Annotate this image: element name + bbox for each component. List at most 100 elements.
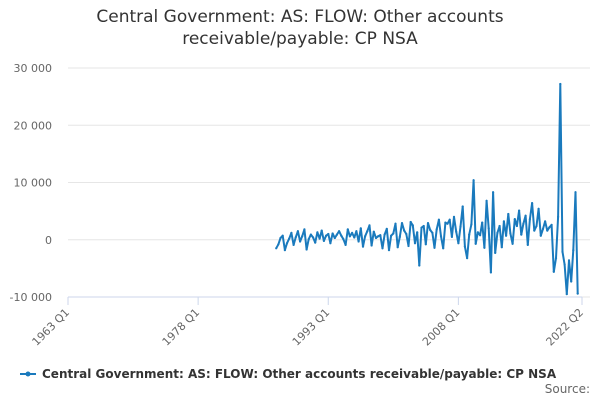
data-point xyxy=(329,242,332,245)
legend-marker xyxy=(25,371,31,377)
data-point xyxy=(531,202,534,205)
data-point xyxy=(279,236,282,240)
data-point xyxy=(494,251,497,254)
data-point xyxy=(548,226,551,229)
x-tick-label: 2008 Q1 xyxy=(420,306,463,349)
data-point xyxy=(550,223,553,226)
y-tick-label: 30 000 xyxy=(14,62,53,75)
data-point xyxy=(485,199,488,202)
data-point xyxy=(535,224,538,228)
data-point xyxy=(431,231,434,234)
data-point xyxy=(398,235,401,238)
data-point xyxy=(299,240,302,243)
data-point xyxy=(446,222,449,225)
data-point xyxy=(476,231,479,234)
data-point xyxy=(492,191,495,194)
data-point xyxy=(368,224,371,227)
data-point xyxy=(461,205,464,208)
chart-title-line-1: Central Government: AS: FLOW: Other acco… xyxy=(96,7,504,27)
data-point xyxy=(466,257,469,260)
data-point xyxy=(288,237,291,240)
data-point xyxy=(500,246,503,249)
data-point xyxy=(351,231,354,234)
data-point xyxy=(416,231,419,234)
data-point xyxy=(518,209,521,212)
data-point xyxy=(309,233,312,236)
data-point xyxy=(572,249,575,252)
data-point xyxy=(377,235,380,238)
data-point xyxy=(305,248,308,251)
data-point xyxy=(505,234,508,237)
data-point xyxy=(498,224,501,228)
data-point xyxy=(335,233,338,236)
data-point xyxy=(318,237,321,240)
data-point xyxy=(294,236,297,239)
data-point xyxy=(448,218,451,221)
data-point xyxy=(539,234,542,237)
data-point xyxy=(314,241,317,244)
data-point xyxy=(361,245,365,248)
y-tick-label: 10 000 xyxy=(14,177,53,190)
data-point xyxy=(383,233,386,236)
data-point xyxy=(472,179,475,182)
source-label: Source: xyxy=(545,382,590,396)
data-point xyxy=(342,238,345,241)
data-point xyxy=(557,215,560,218)
data-point xyxy=(435,228,438,231)
data-point xyxy=(442,247,445,250)
data-point xyxy=(459,225,462,228)
x-tick-label: 1963 Q1 xyxy=(30,306,73,349)
data-point xyxy=(526,243,529,246)
data-point xyxy=(483,246,486,249)
data-point xyxy=(303,228,306,231)
data-point xyxy=(296,230,299,233)
data-point xyxy=(429,228,432,232)
data-point xyxy=(524,214,527,217)
data-point xyxy=(439,235,443,238)
data-point xyxy=(468,233,471,236)
data-point xyxy=(552,270,555,273)
data-point xyxy=(333,236,336,240)
data-point xyxy=(487,227,490,230)
data-point xyxy=(353,236,356,239)
data-point xyxy=(528,218,532,221)
data-point xyxy=(359,227,362,230)
data-point xyxy=(433,246,436,249)
data-point xyxy=(559,82,562,86)
data-point xyxy=(507,212,510,216)
chart-title-line-2: receivable/payable: CP NSA xyxy=(182,29,418,49)
data-point xyxy=(281,234,284,237)
data-point xyxy=(312,236,315,239)
data-point xyxy=(394,222,397,225)
data-point xyxy=(489,271,492,274)
data-point xyxy=(370,244,373,247)
data-point xyxy=(511,242,514,245)
data-point xyxy=(344,243,347,246)
data-point xyxy=(444,221,447,224)
data-point xyxy=(407,244,410,248)
data-point xyxy=(411,224,414,227)
data-point xyxy=(522,222,525,225)
data-point xyxy=(372,230,375,233)
data-point xyxy=(381,247,384,250)
data-point xyxy=(340,234,343,237)
data-point xyxy=(520,233,523,236)
data-point xyxy=(437,218,440,221)
data-point xyxy=(502,220,505,223)
data-point xyxy=(285,242,289,245)
data-point xyxy=(424,243,427,246)
data-point xyxy=(403,229,406,232)
data-point xyxy=(496,231,499,234)
data-point xyxy=(387,249,391,252)
data-point xyxy=(390,234,393,237)
data-point xyxy=(348,235,351,238)
data-point xyxy=(481,221,484,224)
data-point xyxy=(396,246,399,249)
data-point xyxy=(479,234,482,237)
data-point xyxy=(422,224,425,228)
data-point xyxy=(418,264,421,267)
data-point xyxy=(374,236,378,240)
data-point xyxy=(413,242,417,245)
data-point xyxy=(515,224,519,228)
x-tick-label: 1978 Q1 xyxy=(160,306,203,349)
